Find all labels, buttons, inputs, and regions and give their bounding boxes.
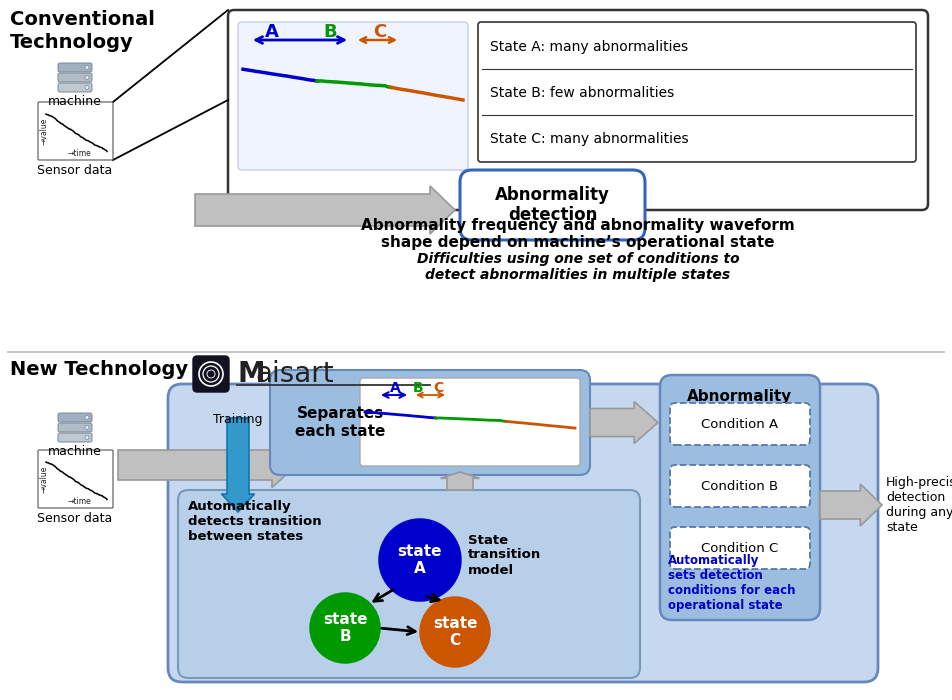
FancyBboxPatch shape	[38, 102, 113, 160]
Text: New Technology: New Technology	[10, 360, 188, 379]
Text: State B: few abnormalities: State B: few abnormalities	[490, 86, 674, 100]
Circle shape	[421, 598, 489, 666]
Text: state
A: state A	[398, 544, 443, 576]
FancyBboxPatch shape	[58, 423, 92, 432]
Polygon shape	[195, 186, 455, 234]
Text: Abnormality
detection: Abnormality detection	[687, 389, 793, 421]
FancyBboxPatch shape	[660, 375, 820, 620]
Polygon shape	[118, 442, 297, 487]
Text: State
transition
model: State transition model	[468, 533, 542, 577]
Text: C: C	[433, 381, 443, 395]
Text: state
B: state B	[323, 612, 367, 644]
FancyBboxPatch shape	[58, 413, 92, 422]
Text: State A: many abnormalities: State A: many abnormalities	[490, 40, 688, 54]
Circle shape	[85, 66, 89, 69]
FancyBboxPatch shape	[38, 450, 113, 508]
Circle shape	[85, 426, 89, 430]
Text: A: A	[265, 23, 279, 41]
Text: Sensor data: Sensor data	[37, 164, 112, 177]
Text: →time: →time	[68, 497, 91, 506]
Polygon shape	[222, 418, 254, 512]
FancyBboxPatch shape	[193, 356, 229, 392]
Text: Automatically
sets detection
conditions for each
operational state: Automatically sets detection conditions …	[668, 554, 796, 612]
Polygon shape	[820, 484, 882, 526]
Text: →value: →value	[40, 466, 49, 493]
Text: →value: →value	[40, 118, 49, 145]
Circle shape	[380, 520, 460, 600]
Text: Separates
each state: Separates each state	[295, 406, 386, 439]
Text: →time: →time	[68, 149, 91, 158]
Text: Condition A: Condition A	[702, 417, 779, 430]
Text: M: M	[237, 360, 265, 388]
FancyBboxPatch shape	[670, 403, 810, 445]
Text: state
C: state C	[433, 616, 477, 648]
Text: Automatically
detects transition
between states: Automatically detects transition between…	[188, 500, 322, 543]
FancyBboxPatch shape	[360, 378, 580, 466]
FancyBboxPatch shape	[58, 63, 92, 72]
Circle shape	[85, 416, 89, 419]
FancyBboxPatch shape	[238, 22, 468, 170]
Text: machine: machine	[48, 445, 102, 458]
Circle shape	[85, 435, 89, 440]
Text: State C: many abnormalities: State C: many abnormalities	[490, 132, 688, 146]
Text: B: B	[323, 23, 337, 41]
FancyBboxPatch shape	[58, 433, 92, 442]
Text: Abnormality
detection: Abnormality detection	[495, 186, 610, 225]
FancyBboxPatch shape	[670, 465, 810, 507]
FancyBboxPatch shape	[478, 22, 916, 162]
Text: Sensor data: Sensor data	[37, 512, 112, 525]
Circle shape	[311, 594, 379, 662]
FancyBboxPatch shape	[58, 73, 92, 82]
Text: Abnormality frequency and abnormality waveform
shape depend on machine’s operati: Abnormality frequency and abnormality wa…	[361, 218, 795, 251]
FancyBboxPatch shape	[670, 527, 810, 569]
FancyBboxPatch shape	[168, 384, 878, 682]
Text: aisart: aisart	[255, 360, 333, 388]
FancyBboxPatch shape	[58, 83, 92, 92]
Text: High-precision
detection
during any
state: High-precision detection during any stat…	[886, 476, 952, 534]
Text: Difficulties using one set of conditions to
detect abnormalities in multiple sta: Difficulties using one set of conditions…	[417, 252, 740, 282]
Polygon shape	[441, 472, 480, 490]
Text: C: C	[373, 23, 387, 41]
Text: B: B	[412, 381, 424, 395]
Text: Training: Training	[213, 413, 263, 426]
Text: Condition B: Condition B	[702, 480, 779, 493]
FancyBboxPatch shape	[228, 10, 928, 210]
FancyBboxPatch shape	[460, 170, 645, 240]
FancyBboxPatch shape	[270, 370, 590, 475]
Circle shape	[85, 85, 89, 90]
Polygon shape	[590, 402, 658, 444]
FancyBboxPatch shape	[178, 490, 640, 678]
Circle shape	[85, 76, 89, 80]
Text: Conventional
Technology: Conventional Technology	[10, 10, 155, 52]
Text: Condition C: Condition C	[702, 542, 779, 554]
Text: machine: machine	[48, 95, 102, 108]
Text: A: A	[389, 381, 401, 395]
